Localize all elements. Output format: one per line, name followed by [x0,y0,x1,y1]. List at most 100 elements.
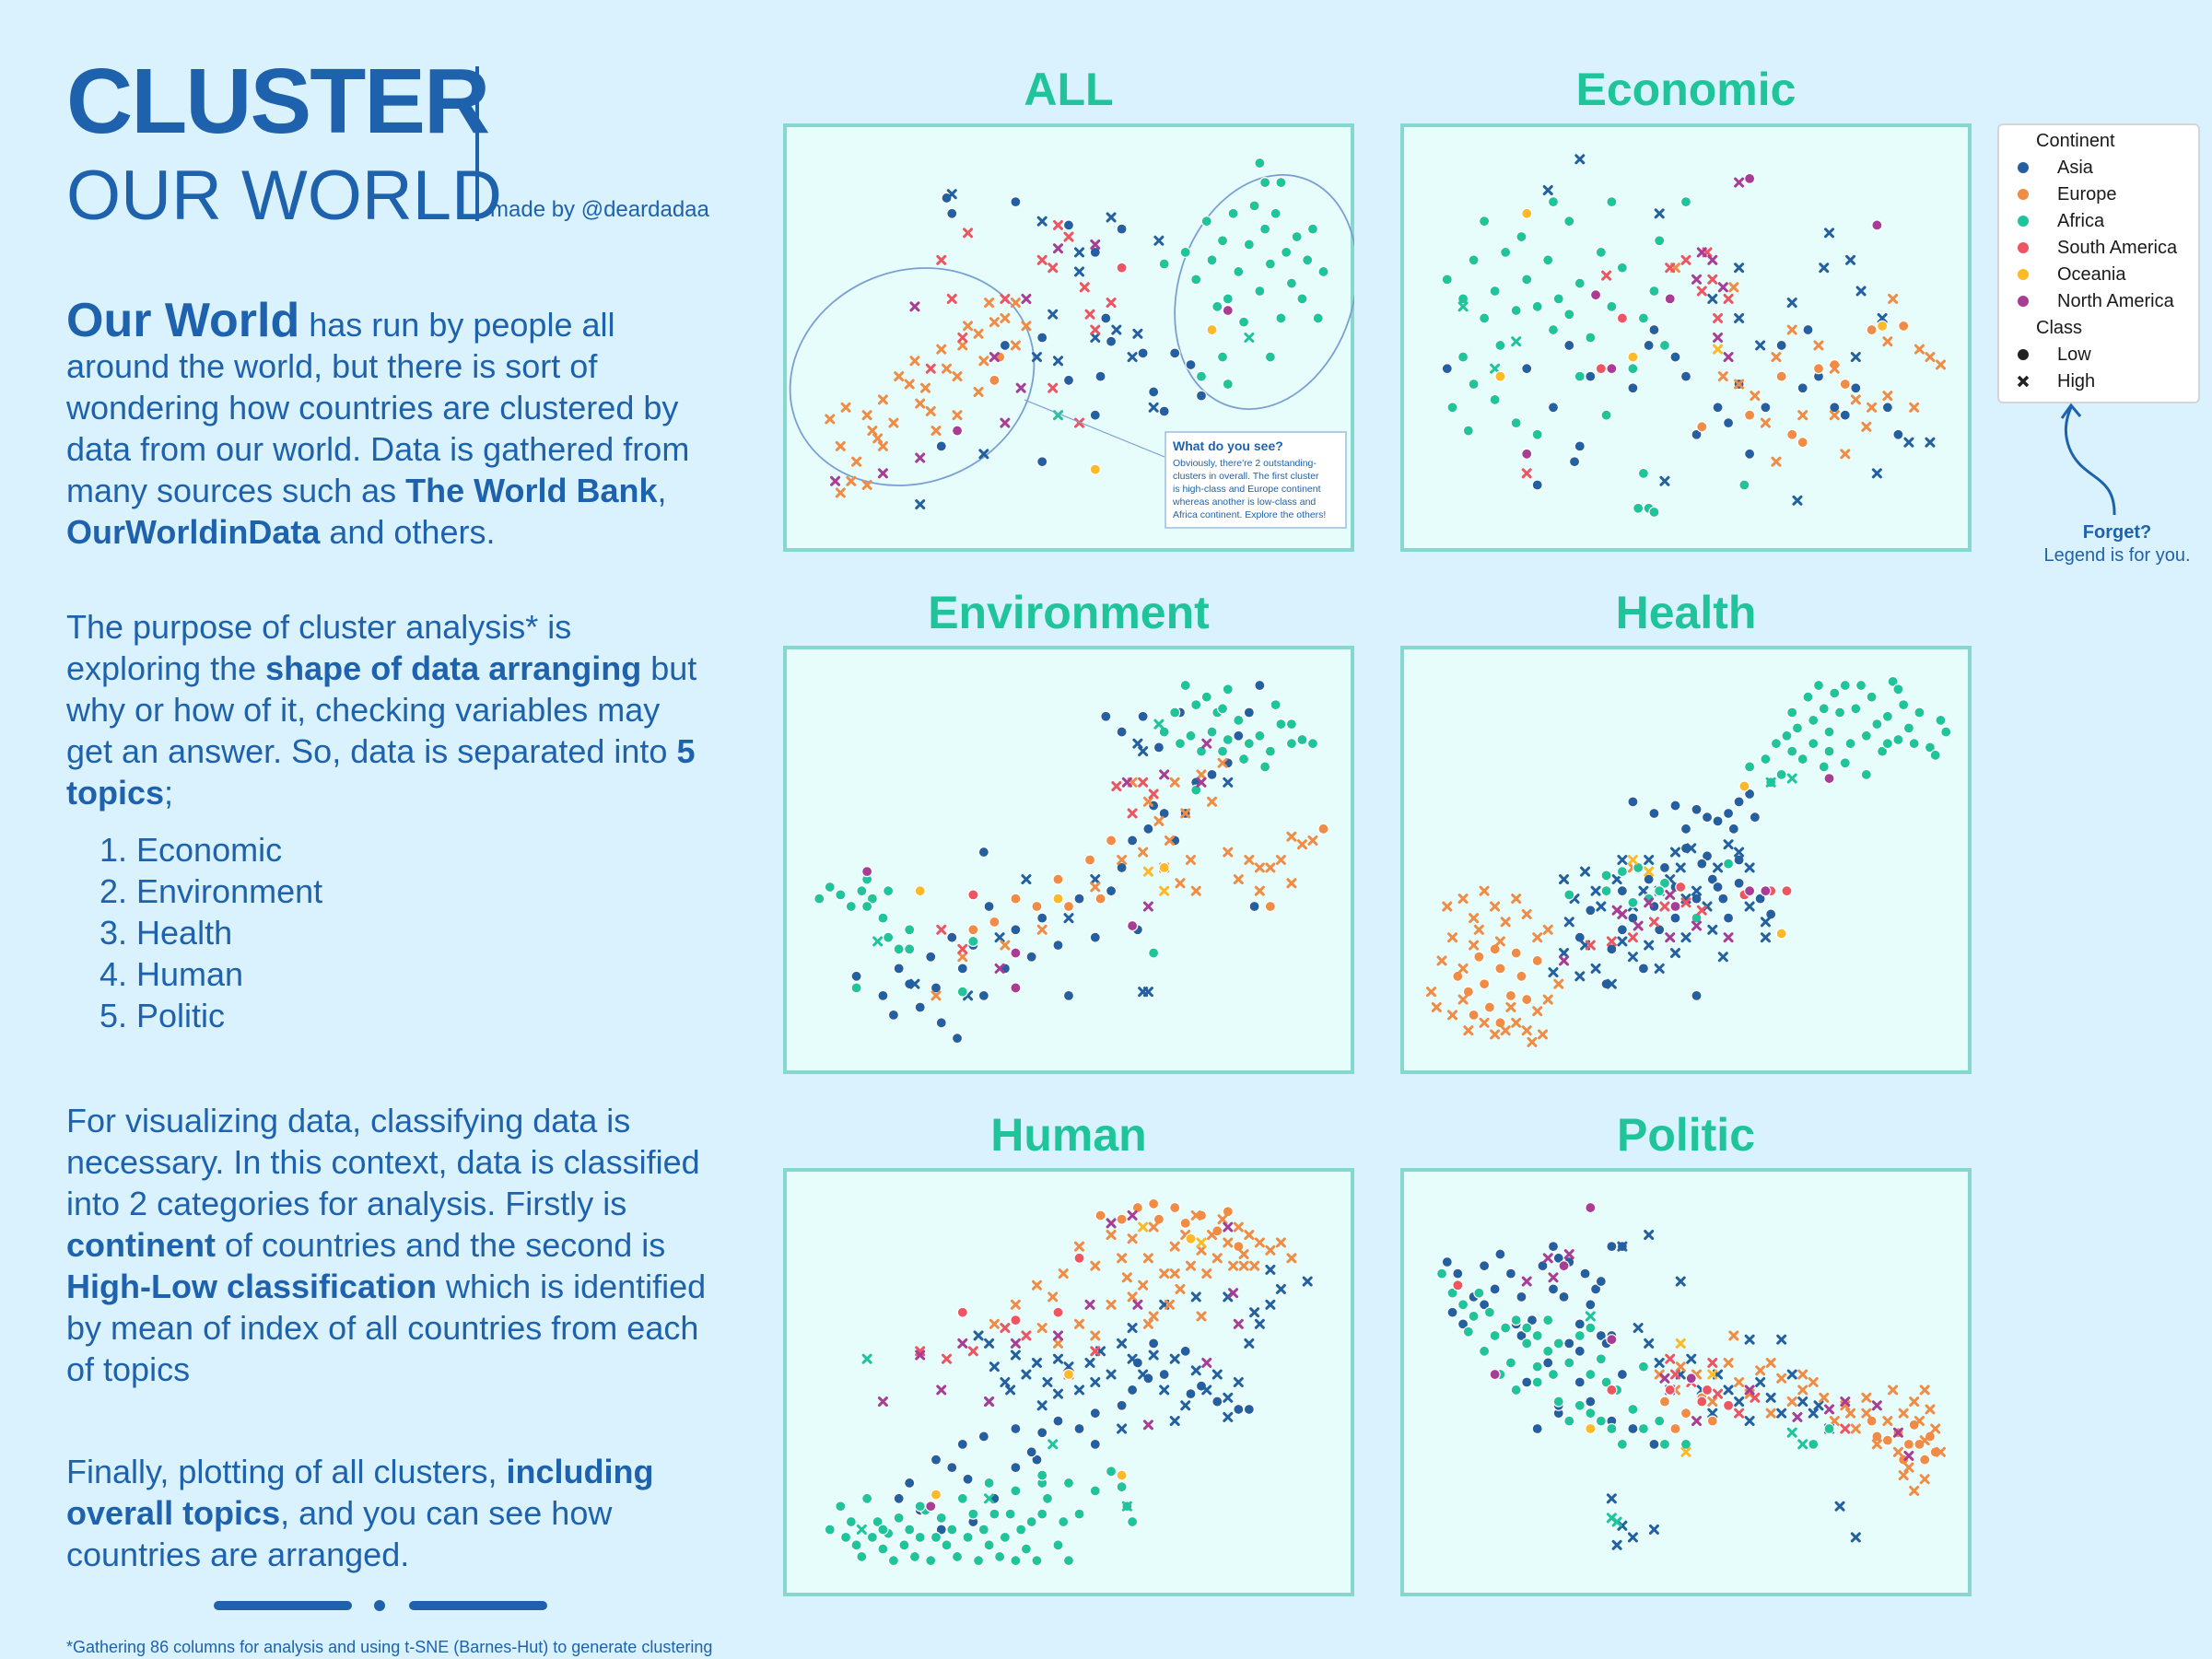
data-point-high [1797,1384,1808,1396]
data-point-low [1552,1252,1564,1264]
data-point-high [1223,1392,1234,1403]
data-point-high [1744,1334,1755,1345]
cluster-ellipse [1174,174,1354,410]
data-point-high [1036,1323,1047,1334]
data-point-high [963,228,974,239]
circle-marker-icon [2018,349,2029,360]
data-point-low [967,935,979,948]
data-point-low [1675,881,1687,894]
data-point-high [1164,1299,1175,1310]
data-point-high [1861,421,1872,432]
data-point-low [845,1515,857,1528]
data-point-low [1306,738,1319,750]
data-point-low [983,900,995,913]
data-point-high [1644,1230,1655,1241]
annotation-line: is high-class and Europe continent [1173,484,1321,495]
data-point-high [1063,231,1074,242]
data-point-low [951,1550,964,1563]
data-point-low [925,951,937,963]
chart-title-human: Human [990,1109,1147,1161]
data-point-low [1254,730,1266,742]
data-point-low [1489,1368,1501,1381]
data-point-low [1489,943,1501,955]
data-point-low [1924,742,1937,754]
data-point-high [1463,1025,1474,1036]
data-point-low [1881,738,1893,750]
data-point-high [1765,1408,1776,1419]
data-point-low [935,1512,947,1524]
data-point-high [1127,1233,1138,1244]
data-point-high [1175,878,1186,889]
data-point-low [1664,293,1676,305]
data-point-low [1195,370,1208,382]
data-point-high [835,440,846,451]
data-point-low [925,1501,937,1513]
data-point-low [1866,323,1878,336]
data-point-low [856,1550,868,1563]
data-point-low [914,885,926,897]
data-point-low [1285,277,1298,289]
data-point-high [1713,1388,1724,1399]
data-point-low [1116,861,1128,874]
data-point-high [1052,1330,1063,1341]
data-point-low [1062,219,1075,231]
data-point-low [1073,1422,1085,1435]
data-point-high [861,1353,872,1364]
purpose-text-3: ; [164,774,174,812]
data-point-low [1089,931,1101,943]
data-point-high [1233,1221,1244,1233]
title-divider [475,66,479,221]
data-point-low [1914,707,1925,719]
data-point-high [1505,1001,1516,1012]
data-point-low [1127,835,1139,847]
data-point-low [856,885,868,897]
data-point-high [1090,1377,1101,1387]
data-point-high [1765,777,1776,788]
data-point-high [1532,1006,1543,1017]
data-point-high [1734,1377,1745,1387]
data-point-high [846,475,857,486]
data-point-low [1531,1376,1543,1388]
data-point-high [957,333,968,343]
data-point-low [1127,919,1139,932]
data-point-low [1190,274,1202,286]
data-point-high [1238,1249,1249,1260]
data-point-low [1654,885,1666,897]
data-point-low [1733,854,1745,866]
data-point-low [1775,928,1787,940]
data-point-high [1138,1221,1149,1233]
data-point-low [1243,707,1255,719]
data-point-high [1169,1268,1180,1279]
data-point-low [866,1531,878,1543]
data-point-low [1489,1283,1501,1295]
data-point-high [1106,1218,1117,1229]
data-point-low [1823,726,1835,738]
data-point-low [1116,223,1128,235]
data-point-low [1521,448,1533,460]
data-point-low [967,889,979,901]
data-point-high [1142,1253,1153,1264]
data-point-low [1633,502,1644,514]
data-point-high [888,417,899,428]
data-point-low [1174,738,1187,750]
data-point-high [1654,208,1665,219]
chart-title-health: Health [1615,587,1757,638]
data-point-high [919,382,930,393]
data-point-low [1222,378,1234,391]
data-point-low [1116,1213,1128,1225]
data-point-low [1158,861,1170,874]
data-point-low [1733,796,1745,808]
data-point-high [894,371,905,382]
data-point-high [1877,312,1888,323]
data-point-low [1457,1299,1469,1311]
data-point-high [1490,363,1501,374]
data-point-high [930,990,942,1001]
data-point-high [909,356,920,367]
data-point-low [1775,339,1787,352]
data-point-low [1744,409,1756,421]
data-point-low [1052,1539,1064,1551]
data-point-high [1052,1338,1063,1349]
data-point-low [1797,437,1808,449]
data-point-high [1084,309,1095,320]
classify-text-2: of countries and the second is [215,1226,666,1264]
